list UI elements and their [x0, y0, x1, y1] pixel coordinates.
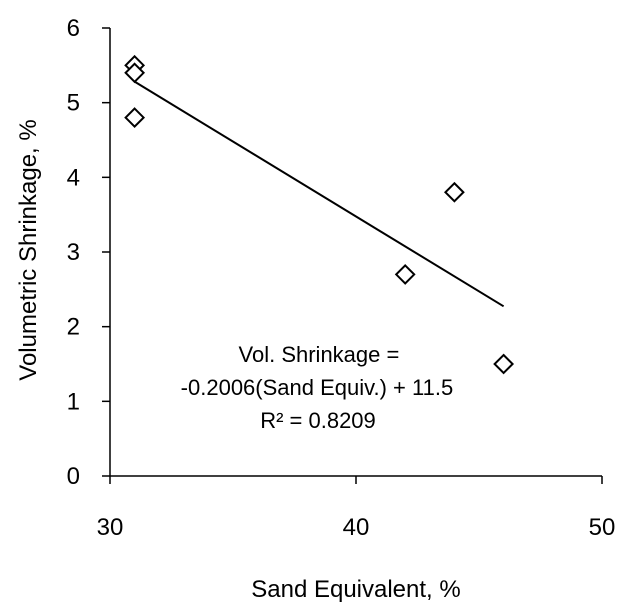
y-tick-label: 0 [67, 463, 80, 490]
annotation-line-equation-rhs: -0.2006(Sand Equiv.) + 11.5 [181, 375, 454, 400]
annotation-line-equation-lhs: Vol. Shrinkage = [239, 342, 400, 367]
x-tick-label: 50 [589, 514, 616, 541]
trendline [134, 80, 505, 308]
y-tick-label: 2 [67, 314, 80, 341]
y-tick-label: 4 [67, 164, 80, 191]
y-axis-title: Volumetric Shrinkage, % [15, 119, 42, 380]
regression-annotation: Vol. Shrinkage = -0.2006(Sand Equiv.) + … [181, 342, 460, 433]
y-tick-label: 1 [67, 388, 80, 415]
y-tick-label: 6 [67, 15, 80, 42]
data-points [124, 54, 515, 375]
data-point-diamond [443, 181, 465, 203]
y-axis-ticks: 0 1 2 3 4 5 6 [67, 15, 110, 490]
x-axis-ticks: 30 40 50 [97, 476, 616, 541]
data-point-diamond [493, 353, 515, 375]
annotation-line-r-squared: R² = 0.8209 [260, 408, 376, 433]
y-tick-label: 3 [67, 239, 80, 266]
y-tick-label: 5 [67, 90, 80, 117]
x-axis-title: Sand Equivalent, % [251, 576, 460, 603]
x-tick-label: 40 [343, 514, 370, 541]
data-point-diamond [394, 263, 416, 285]
data-point-diamond [124, 107, 146, 129]
data-point-diamond [124, 62, 146, 84]
x-tick-label: 30 [97, 514, 124, 541]
